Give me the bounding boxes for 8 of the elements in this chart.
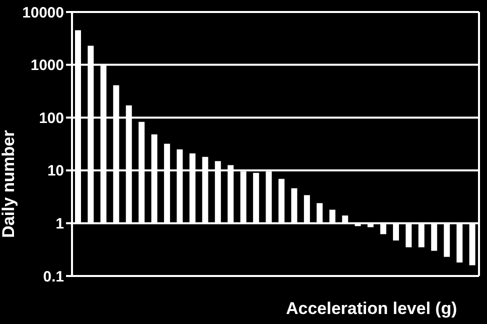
y-tick-label: 100 (38, 110, 64, 127)
y-tick-label: 0.1 (43, 268, 64, 286)
y-tick-label: 10 (47, 162, 64, 180)
y-tick-label: 1000 (30, 57, 64, 74)
y-axis-title: Daily number (0, 130, 18, 238)
y-tick-label: 1 (56, 216, 64, 233)
x-axis-title: Acceleration level (g) (286, 299, 457, 318)
y-tick-label: 10000 (22, 4, 64, 22)
